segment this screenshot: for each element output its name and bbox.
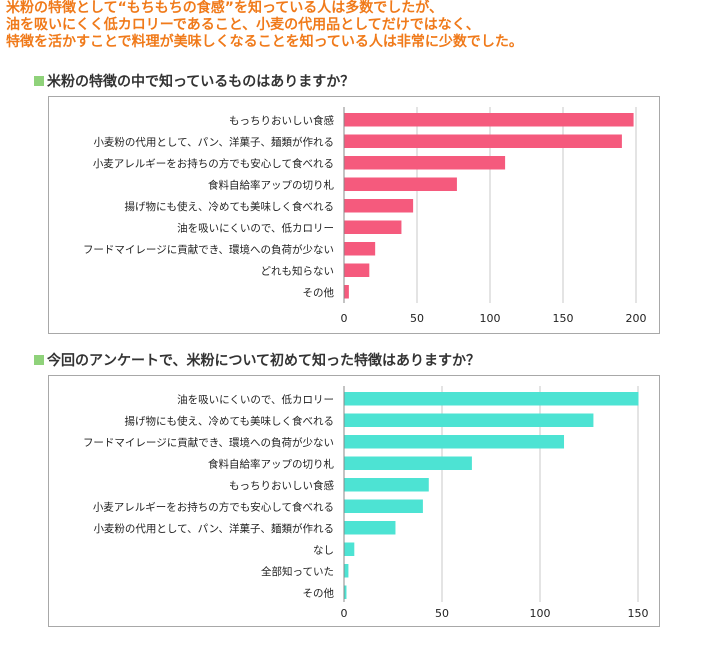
bar [344,113,634,127]
chart-2: 0 50 100 150 油を吸いにくいので、低カロリー揚げ物にも使え、冷めても美味しく… [48,375,660,627]
x-tick-label: 200 [626,312,647,325]
bar [344,542,355,556]
bar [344,156,506,170]
category-label: 揚げ物にも使え、冷めても美味しく食べれる [125,200,334,213]
category-label: 油を吸いにくいので、低カロリー [177,221,334,234]
category-label: 小麦粉の代用として、パン、洋菓子、麺類が作れる [93,522,334,535]
bar [344,478,429,492]
green-square-icon [34,76,44,86]
bar [344,392,639,406]
headline-line-2: 油を吸いにくく低カロリーであること、小麦の代用品としてだけではなく、 [6,17,480,33]
bar [344,435,565,449]
category-label: 小麦アレルギーをお持ちの方でも安心して食べれる [93,500,334,513]
category-label: フードマイレージに貢献でき、環境への負荷が少ない [83,243,334,256]
category-label: 食料自給率アップの切り札 [208,178,334,191]
category-label: 食料自給率アップの切り札 [208,457,334,470]
category-label: 揚げ物にも使え、冷めても美味しく食べれる [125,414,334,427]
x-tick-label: 150 [553,312,574,325]
bar [344,134,622,148]
x-tick-label: 0 [341,607,348,620]
section-heading-1: 米粉の特徴の中で知っているものはありますか？ [34,71,354,91]
bar [344,199,414,213]
chart-2-svg: 0 50 100 150 油を吸いにくいので、低カロリー揚げ物にも使え、冷めても美味しく… [83,386,649,620]
category-label: 小麦粉の代用として、パン、洋菓子、麺類が作れる [93,135,334,148]
section-heading-2-text: 今回のアンケートで、米粉について初めて知った特徴はありますか？ [47,353,481,369]
bar [344,499,423,513]
bar [344,456,472,470]
x-tick-label: 150 [628,607,649,620]
headline-line-3: 特徴を活かすことで料理が美味しくなることを知っている人は非常に少数でした。 [6,34,523,50]
x-tick-label: 100 [530,607,551,620]
chart-1: 0 50 100 150 200 もっちりおいしい食感小麦粉の代用として、パン、洋菓子、麺… [48,96,660,334]
category-label: どれも知らない [261,264,335,277]
category-label: その他 [303,586,335,599]
category-label: フードマイレージに貢献でき、環境への負荷が少ない [83,436,334,449]
bar [344,263,370,277]
bar [344,564,349,578]
bar [344,285,349,299]
section-heading-2: 今回のアンケートで、米粉について初めて知った特徴はありますか？ [34,350,480,370]
bar [344,177,457,191]
bar [344,220,402,234]
bar [344,242,376,256]
bar [344,413,594,427]
category-label: その他 [303,286,335,299]
category-label: 油を吸いにくいので、低カロリー [177,393,334,406]
category-label: もっちりおいしい食感 [229,479,334,492]
x-tick-label: 100 [480,312,501,325]
headline: 米粉の特徴として“もちもちの食感”を知っている人は多数でしたが、 油を吸いにくく… [6,0,706,51]
category-label: 小麦アレルギーをお持ちの方でも安心して食べれる [93,157,334,170]
category-label: 全部知っていた [261,565,334,578]
category-label: もっちりおいしい食感 [229,114,334,127]
x-tick-label: 50 [410,312,424,325]
x-tick-label: 50 [435,607,449,620]
bar [344,521,396,535]
section-heading-1-text: 米粉の特徴の中で知っているものはありますか？ [47,74,355,90]
headline-line-1: 米粉の特徴として“もちもちの食感”を知っている人は多数でしたが、 [6,0,444,16]
category-label: なし [313,544,334,556]
chart-1-svg: 0 50 100 150 200 もっちりおいしい食感小麦粉の代用として、パン、洋菓子、麺… [83,107,647,325]
green-square-icon [34,355,44,365]
x-tick-label: 0 [341,312,348,325]
bar [344,585,347,599]
